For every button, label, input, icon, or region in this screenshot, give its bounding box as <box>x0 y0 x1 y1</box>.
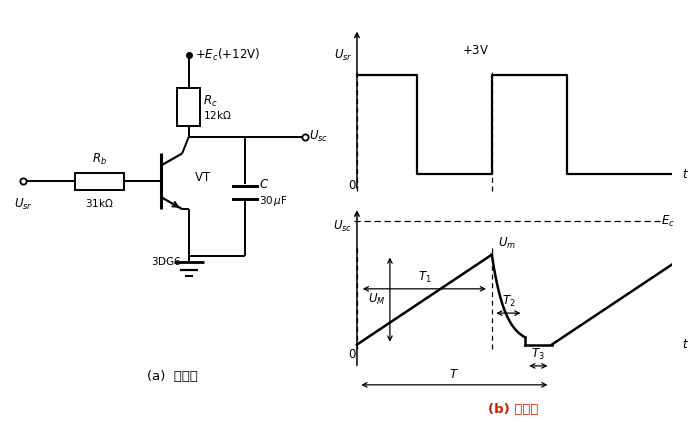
Text: $U_m$: $U_m$ <box>498 236 516 251</box>
Text: $+E_c(+12\mathrm{V})$: $+E_c(+12\mathrm{V})$ <box>195 47 260 63</box>
Text: $R_b$: $R_b$ <box>92 152 107 167</box>
Text: $T_1$: $T_1$ <box>418 270 431 284</box>
Text: $U_{sc}$: $U_{sc}$ <box>309 129 329 144</box>
Text: $U_{sr}$: $U_{sr}$ <box>14 197 33 212</box>
Text: $T$: $T$ <box>449 368 460 381</box>
Text: (b) 波形图: (b) 波形图 <box>488 403 539 416</box>
Text: $E_c$: $E_c$ <box>661 214 675 229</box>
Text: (a)  电路图: (a) 电路图 <box>147 370 198 383</box>
Text: $U_{sc}$: $U_{sc}$ <box>333 219 353 234</box>
Text: $12\mathrm{k\Omega}$: $12\mathrm{k\Omega}$ <box>203 109 232 121</box>
Text: $+3\mathrm{V}$: $+3\mathrm{V}$ <box>462 44 489 57</box>
Text: $30\,\mu\mathrm{F}$: $30\,\mu\mathrm{F}$ <box>259 194 288 208</box>
Text: $31\mathrm{k\Omega}$: $31\mathrm{k\Omega}$ <box>85 197 114 209</box>
Bar <box>177 89 200 126</box>
Text: $0$: $0$ <box>349 348 357 361</box>
Text: $T_3$: $T_3$ <box>531 346 545 362</box>
Text: $t$: $t$ <box>682 338 689 351</box>
Text: $t$: $t$ <box>682 168 689 181</box>
Text: $U_M$: $U_M$ <box>368 292 385 307</box>
Text: $T_2$: $T_2$ <box>502 294 515 309</box>
Text: $\mathrm{VT}$: $\mathrm{VT}$ <box>194 171 211 184</box>
Text: $0$: $0$ <box>349 179 357 192</box>
Text: $\mathrm{3DG6}$: $\mathrm{3DG6}$ <box>151 255 181 267</box>
Text: $C$: $C$ <box>259 178 269 191</box>
Bar <box>74 173 124 189</box>
Text: $R_c$: $R_c$ <box>203 94 217 109</box>
Text: $U_{sr}$: $U_{sr}$ <box>333 48 353 62</box>
